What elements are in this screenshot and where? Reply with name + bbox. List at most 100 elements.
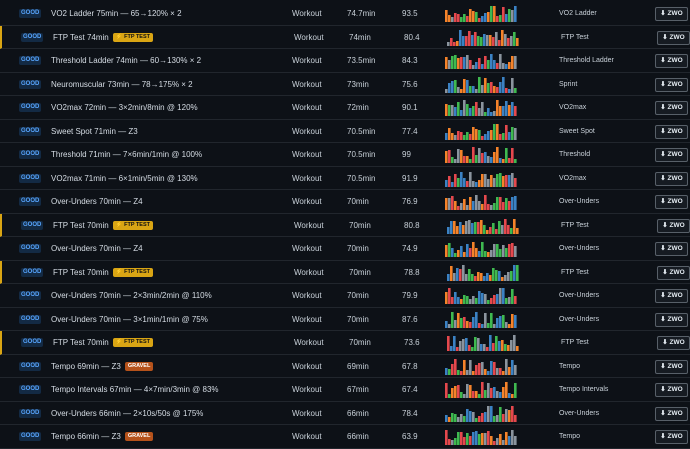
download-button[interactable]: ⬇ ZWO [655, 54, 688, 68]
workout-profile [445, 242, 517, 257]
score: 73.6 [404, 338, 420, 347]
button-text: ZWO [667, 57, 683, 64]
category: Over-Unders [559, 198, 600, 205]
name-text: Over-Unders 70min — 3×1min/1min @ 75% [51, 314, 208, 324]
badge: GOOD [19, 173, 42, 183]
download-button[interactable]: ⬇ ZWO [655, 195, 688, 209]
category: FTP Test [561, 339, 589, 346]
badge: GOOD [19, 103, 42, 112]
button-text: ZWO [667, 386, 683, 393]
workout-name: Tempo 69min — Z3 GRAVEL [51, 355, 154, 378]
duration: 67min [347, 385, 369, 394]
name-text: FTP Test 70min [53, 220, 109, 230]
download-button[interactable]: ⬇ ZWO [655, 312, 688, 327]
category: Over-Unders [559, 245, 600, 252]
category: Threshold [559, 151, 591, 158]
download-button[interactable]: ⬇ ZWO [655, 148, 688, 162]
button-text: ZWO [669, 33, 685, 41]
download-button[interactable]: ⬇ ZWO [655, 171, 688, 186]
duration: 73.5min [347, 56, 376, 65]
type: Workout [292, 150, 322, 159]
download-button[interactable]: ⬇ ZWO [655, 242, 688, 256]
download-button[interactable]: ⬇ ZWO [655, 359, 688, 374]
duration: 70min [347, 291, 369, 300]
download-button[interactable]: ⬇ ZWO [657, 336, 690, 350]
download-button[interactable]: ⬇ ZWO [655, 406, 688, 421]
duration: 69min [347, 361, 369, 371]
workout-profile [445, 195, 517, 210]
workout-name: VO2max 71min — 6×1min/5min @ 130% [51, 167, 198, 190]
type: Workout [292, 103, 322, 112]
name-text: Sweet Spot 71min — Z3 [51, 126, 138, 136]
type: Workout [292, 197, 322, 206]
table-row: GOOD Over-Unders 66min — 2×10s/50s @ 175%… [0, 402, 690, 425]
duration: 70min [347, 197, 369, 206]
download-button[interactable]: ⬇ ZWO [655, 124, 688, 139]
type: Workout [292, 79, 322, 89]
category: Threshold Ladder [559, 57, 614, 64]
download-button[interactable]: ⬇ ZWO [657, 265, 690, 280]
table-row: GOOD Tempo Intervals 67min — 4×7min/3min … [0, 378, 690, 402]
tag-text: FTP TEST [124, 221, 150, 228]
table-row: GOOD Sweet Spot 71min — Z3 Workout 70.5min 7… [0, 120, 690, 143]
name-text: Tempo 69min — Z3 [51, 361, 121, 371]
download-button[interactable]: ⬇ ZWO [655, 430, 688, 444]
type: Workout [294, 267, 324, 277]
badge: GOOD [19, 361, 42, 371]
type: Workout [292, 56, 322, 65]
workout-profile [447, 264, 519, 281]
category: VO2 Ladder [559, 10, 597, 17]
download-button[interactable]: ⬇ ZWO [655, 101, 688, 115]
score: 78.8 [404, 267, 420, 277]
download-button[interactable]: ⬇ ZWO [655, 289, 688, 303]
name-text: Threshold Ladder 74min — 60→130% × 2 [51, 56, 202, 65]
button-text: ZWO [667, 409, 683, 417]
download-button[interactable]: ⬇ ZWO [655, 383, 688, 397]
workout-name: FTP Test 70min ⚡ FTP TEST [53, 331, 153, 354]
workout-name: FTP Test 70min ⚡ FTP TEST [53, 214, 153, 237]
tag: GRAVEL [124, 361, 154, 371]
workout-profile [445, 100, 517, 116]
score: 84.3 [402, 56, 418, 65]
workout-profile [445, 54, 517, 69]
name-text: VO2max 72min — 3×2min/8min @ 120% [51, 103, 198, 112]
score: 63.9 [402, 432, 418, 441]
download-button[interactable]: ⬇ ZWO [657, 218, 690, 233]
name-text: Over-Unders 70min — Z4 [51, 244, 143, 253]
workout-name: Over-Unders 70min — 3×1min/1min @ 75% [51, 308, 208, 331]
score: 78.4 [402, 408, 418, 418]
name-text: VO2max 71min — 6×1min/5min @ 130% [51, 173, 198, 183]
badge: GOOD [21, 32, 44, 42]
download-button[interactable]: ⬇ ZWO [655, 7, 688, 21]
workout-profile [445, 6, 517, 22]
type: Workout [292, 244, 322, 253]
badge: GOOD [19, 56, 42, 65]
type: Workout [292, 432, 322, 441]
score: 77.4 [402, 126, 418, 136]
button-text: ZWO [667, 80, 683, 88]
workout-name: Over-Unders 66min — 2×10s/50s @ 175% [51, 402, 203, 425]
badge: GOOD [19, 385, 42, 394]
score: 79.9 [402, 291, 418, 300]
category: Tempo [559, 433, 581, 440]
name-text: Tempo 66min — Z3 [51, 432, 121, 441]
score: 87.6 [402, 314, 418, 324]
tag: ⚡ FTP TEST [112, 32, 153, 42]
name-text: Neuromuscular 73min — 78→175% × 2 [51, 79, 193, 89]
category: FTP Test [561, 268, 589, 276]
tag-text: FTP TEST [124, 268, 150, 275]
download-button[interactable]: ⬇ ZWO [657, 30, 690, 45]
badge: GOOD [19, 432, 42, 441]
duration: 74.7min [347, 9, 376, 18]
tag: ⚡ FTP TEST [112, 220, 153, 230]
table-row: GOOD Over-Unders 70min — 2×3min/2min @ 11… [0, 284, 690, 308]
tag: GRAVEL [124, 432, 154, 442]
table-row: GOOD FTP Test 70min ⚡ FTP TEST Workout 70min… [0, 331, 690, 355]
workout-name: VO2max 72min — 3×2min/8min @ 120% [51, 96, 198, 119]
category: VO2max [559, 174, 587, 182]
download-button[interactable]: ⬇ ZWO [655, 77, 688, 92]
workout-name: Threshold Ladder 74min — 60→130% × 2 [51, 49, 201, 72]
button-text: ZWO [667, 174, 683, 182]
category: FTP Test [561, 221, 589, 229]
workout-name: Tempo 66min — Z3 GRAVEL [51, 425, 154, 448]
